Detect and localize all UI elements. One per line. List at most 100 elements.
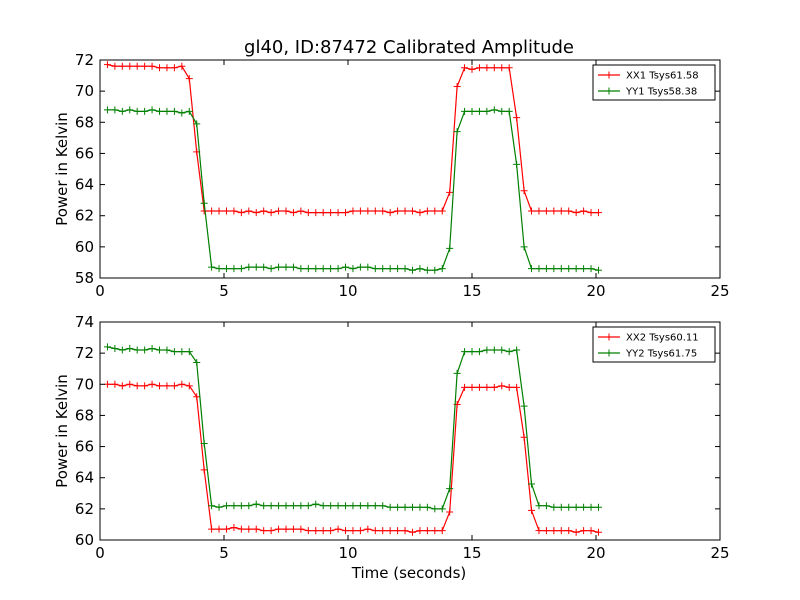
data-point [267, 209, 275, 217]
y-tick-label: 66 [75, 438, 94, 456]
data-point [215, 525, 223, 533]
data-point [379, 207, 387, 215]
data-point [252, 500, 260, 508]
data-point [461, 107, 469, 115]
data-point [475, 348, 483, 356]
x-tick-label: 10 [338, 544, 357, 562]
data-point [565, 265, 573, 273]
data-point [260, 527, 268, 535]
chart-title: gl40, ID:87472 Calibrated Amplitude [244, 37, 574, 58]
data-point [245, 263, 253, 271]
x-tick-label: 15 [462, 282, 481, 300]
data-point [327, 502, 335, 510]
data-point [542, 265, 550, 273]
data-point [193, 120, 201, 128]
data-point [178, 380, 186, 388]
x-tick-label: 10 [338, 282, 357, 300]
data-point [565, 503, 573, 511]
data-point [587, 503, 595, 511]
data-point [498, 346, 506, 354]
top-plot: 0 5 10 15 20 25 58 60 62 64 66 68 70 72 Power in Kelvi… [53, 51, 730, 300]
data-point [364, 525, 372, 533]
series-1 [103, 61, 602, 217]
data-point [379, 265, 387, 273]
data-point [208, 207, 216, 215]
data-point [289, 263, 297, 271]
data-point [185, 75, 193, 83]
data-point [431, 207, 439, 215]
data-point [513, 346, 521, 354]
data-point [133, 346, 141, 354]
x-tick-label: 25 [710, 282, 729, 300]
data-point [401, 503, 409, 511]
y-tick-label: 70 [75, 375, 94, 393]
data-point [133, 382, 141, 390]
data-point [304, 265, 312, 273]
data-point [327, 209, 335, 217]
data-point [461, 64, 469, 72]
data-point [103, 380, 111, 388]
data-point [535, 502, 543, 510]
data-point [542, 502, 550, 510]
data-point [185, 382, 193, 390]
data-point [185, 107, 193, 115]
x-tick-label: 20 [586, 282, 605, 300]
data-point [282, 525, 290, 533]
data-point [431, 527, 439, 535]
data-point [334, 265, 342, 273]
data-point [528, 506, 536, 514]
data-point [513, 160, 521, 168]
legend-marker [605, 71, 613, 79]
y-tick-label: 60 [75, 531, 94, 549]
data-point [185, 348, 193, 356]
data-point [170, 64, 178, 72]
y-tick-label: 74 [75, 313, 94, 331]
data-point [394, 265, 402, 273]
y-axis-label: Power in Kelvin [53, 374, 71, 488]
data-point [245, 525, 253, 533]
data-point [319, 527, 327, 535]
data-point [327, 265, 335, 273]
data-point [118, 346, 126, 354]
x-tick-label: 25 [710, 544, 729, 562]
series-2 [103, 106, 602, 274]
data-point [230, 502, 238, 510]
data-point [237, 502, 245, 510]
legend-marker [605, 87, 613, 95]
data-point [565, 207, 573, 215]
data-point [163, 107, 171, 115]
y-tick-label: 66 [75, 144, 94, 162]
data-point [468, 348, 476, 356]
y-tick-label: 68 [75, 406, 94, 424]
data-point [312, 527, 320, 535]
data-point [260, 207, 268, 215]
data-point [572, 528, 580, 536]
legend-label: YY2 Tsys61.75 [625, 349, 697, 360]
data-point [386, 209, 394, 217]
y-tick-label: 64 [75, 469, 94, 487]
data-point [141, 107, 149, 115]
data-point [446, 244, 454, 252]
data-point [215, 207, 223, 215]
data-point [535, 207, 543, 215]
x-tick-label: 5 [219, 544, 229, 562]
data-point [364, 263, 372, 271]
data-point [118, 62, 126, 70]
data-point [118, 107, 126, 115]
data-point [304, 209, 312, 217]
y-tick-label: 58 [75, 269, 94, 287]
data-point [267, 265, 275, 273]
data-point [594, 503, 602, 511]
data-point [245, 207, 253, 215]
data-point [237, 209, 245, 217]
data-point [371, 265, 379, 273]
data-point [580, 527, 588, 535]
data-point [230, 524, 238, 532]
data-point [401, 265, 409, 273]
data-point [193, 393, 201, 401]
data-point [498, 382, 506, 390]
data-point [550, 207, 558, 215]
data-point [222, 502, 230, 510]
legend-label: YY1 Tsys58.38 [625, 87, 697, 98]
data-point [594, 266, 602, 274]
